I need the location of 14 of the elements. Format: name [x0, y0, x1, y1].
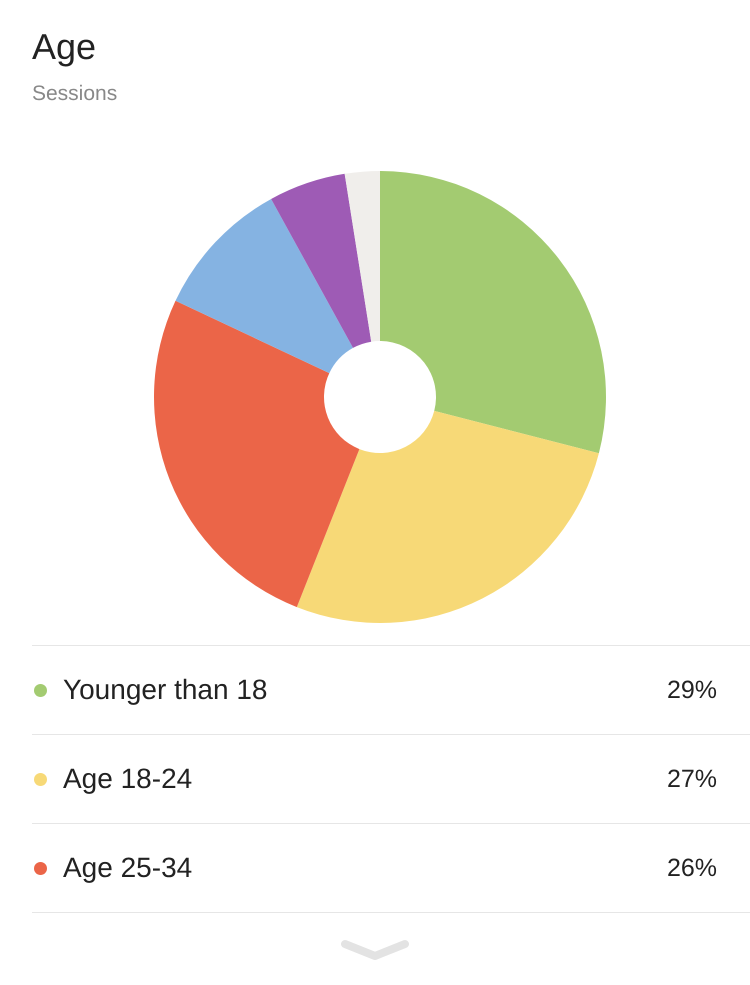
donut-slice [176, 198, 354, 374]
chart-title: Age [32, 26, 96, 68]
donut-slice [296, 410, 599, 623]
donut-slice [344, 171, 380, 342]
chart-subtitle: Sessions [32, 82, 118, 106]
legend-label: Younger than 18 [63, 674, 268, 706]
legend-label: Age 18-24 [63, 763, 192, 795]
donut-slice [271, 174, 372, 348]
data-label: 27% [666, 764, 717, 794]
data-label: 29% [666, 676, 717, 704]
legend-label: Age 25-34 [63, 852, 192, 884]
donut-slice [154, 300, 360, 608]
donut-slice [380, 171, 606, 454]
data-label: 26% [666, 854, 717, 882]
